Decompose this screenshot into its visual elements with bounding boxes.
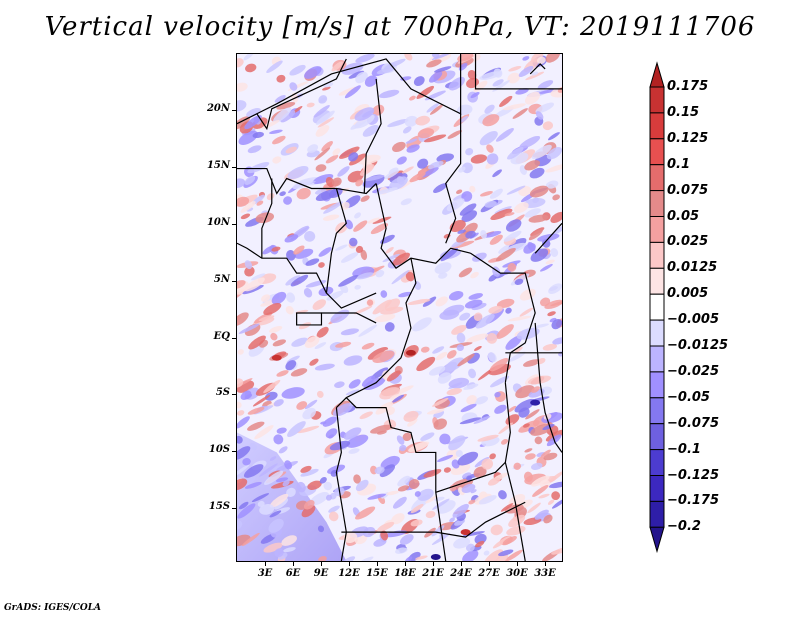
lat-tick — [232, 508, 237, 509]
colorbar-level-label: −0.005 — [667, 312, 719, 327]
colorbar-level-label: 0.175 — [667, 79, 708, 94]
lat-tick-label: 5N — [190, 274, 230, 285]
colorbar-box — [650, 476, 664, 502]
colorbar-box — [650, 320, 664, 346]
colorbar-level-label: 0.125 — [667, 131, 708, 146]
colorbar-box — [650, 165, 664, 191]
colorbar-level-label: 0.1 — [667, 157, 690, 172]
colorbar-box — [650, 191, 664, 217]
lon-tick — [489, 562, 490, 566]
lat-tick-label: 5S — [190, 387, 230, 398]
grads-credit: GrADS: IGES/COLA — [4, 603, 101, 613]
colorbar-box — [650, 268, 664, 294]
colorbar-level-label: −0.125 — [667, 468, 719, 483]
lat-tick-label: 15N — [190, 160, 230, 171]
lat-tick — [232, 394, 237, 395]
colorbar-box — [650, 87, 664, 113]
map-title: Vertical velocity [m/s] at 700hPa, VT: 2… — [0, 12, 800, 42]
colorbar-box — [650, 242, 664, 268]
lat-tick-label: EQ — [190, 331, 230, 342]
extreme-patch — [431, 554, 441, 560]
lon-tick — [405, 562, 406, 566]
colorbar-min-arrow — [650, 527, 664, 551]
colorbar-box — [650, 424, 664, 450]
colorbar-level-label: 0.075 — [667, 183, 708, 198]
colorbar-box — [650, 113, 664, 139]
lon-tick — [461, 562, 462, 566]
map-plot-area — [236, 53, 563, 562]
lat-tick — [232, 338, 237, 339]
colorbar-boxes — [650, 63, 664, 551]
extreme-patch — [406, 350, 416, 356]
lon-tick — [377, 562, 378, 566]
colorbar-level-label: −0.05 — [667, 390, 710, 405]
lat-tick-label: 10S — [190, 444, 230, 455]
colorbar-level-label: −0.1 — [667, 442, 701, 457]
colorbar-max-arrow — [650, 63, 664, 87]
colorbar-box — [650, 372, 664, 398]
colorbar-box — [650, 346, 664, 372]
lat-tick — [232, 451, 237, 452]
lat-tick-label: 15S — [190, 501, 230, 512]
colorbar-box — [650, 501, 664, 527]
extreme-patch — [272, 355, 282, 361]
colorbar-level-label: 0.0125 — [667, 260, 717, 275]
lon-tick — [349, 562, 350, 566]
lon-tick — [293, 562, 294, 566]
colorbar-level-label: −0.075 — [667, 416, 719, 431]
colorbar-level-label: 0.005 — [667, 286, 708, 301]
colorbar-box — [650, 398, 664, 424]
colorbar-level-label: −0.0125 — [667, 338, 728, 353]
colorbar-level-label: 0.15 — [667, 105, 699, 120]
colorbar-box — [650, 217, 664, 243]
lon-tick — [321, 562, 322, 566]
colorbar-level-label: −0.2 — [667, 519, 701, 534]
colorbar-box — [650, 294, 664, 320]
lat-tick — [232, 167, 237, 168]
lat-tick — [232, 224, 237, 225]
lat-tick-label: 20N — [190, 103, 230, 114]
lon-tick — [545, 562, 546, 566]
lon-tick-label: 33E — [528, 568, 562, 579]
lat-tick — [232, 281, 237, 282]
colorbar-level-label: −0.025 — [667, 364, 719, 379]
colorbar-level-label: 0.025 — [667, 234, 708, 249]
lon-tick — [265, 562, 266, 566]
lat-tick-label: 10N — [190, 217, 230, 228]
lon-tick — [517, 562, 518, 566]
colorbar-level-label: 0.05 — [667, 209, 699, 224]
lon-tick — [433, 562, 434, 566]
lat-tick — [232, 110, 237, 111]
colorbar-level-label: −0.175 — [667, 493, 719, 508]
colorbar-box — [650, 139, 664, 165]
extreme-patch — [530, 400, 540, 406]
colorbar-box — [650, 450, 664, 476]
vertical-velocity-field — [237, 54, 562, 561]
